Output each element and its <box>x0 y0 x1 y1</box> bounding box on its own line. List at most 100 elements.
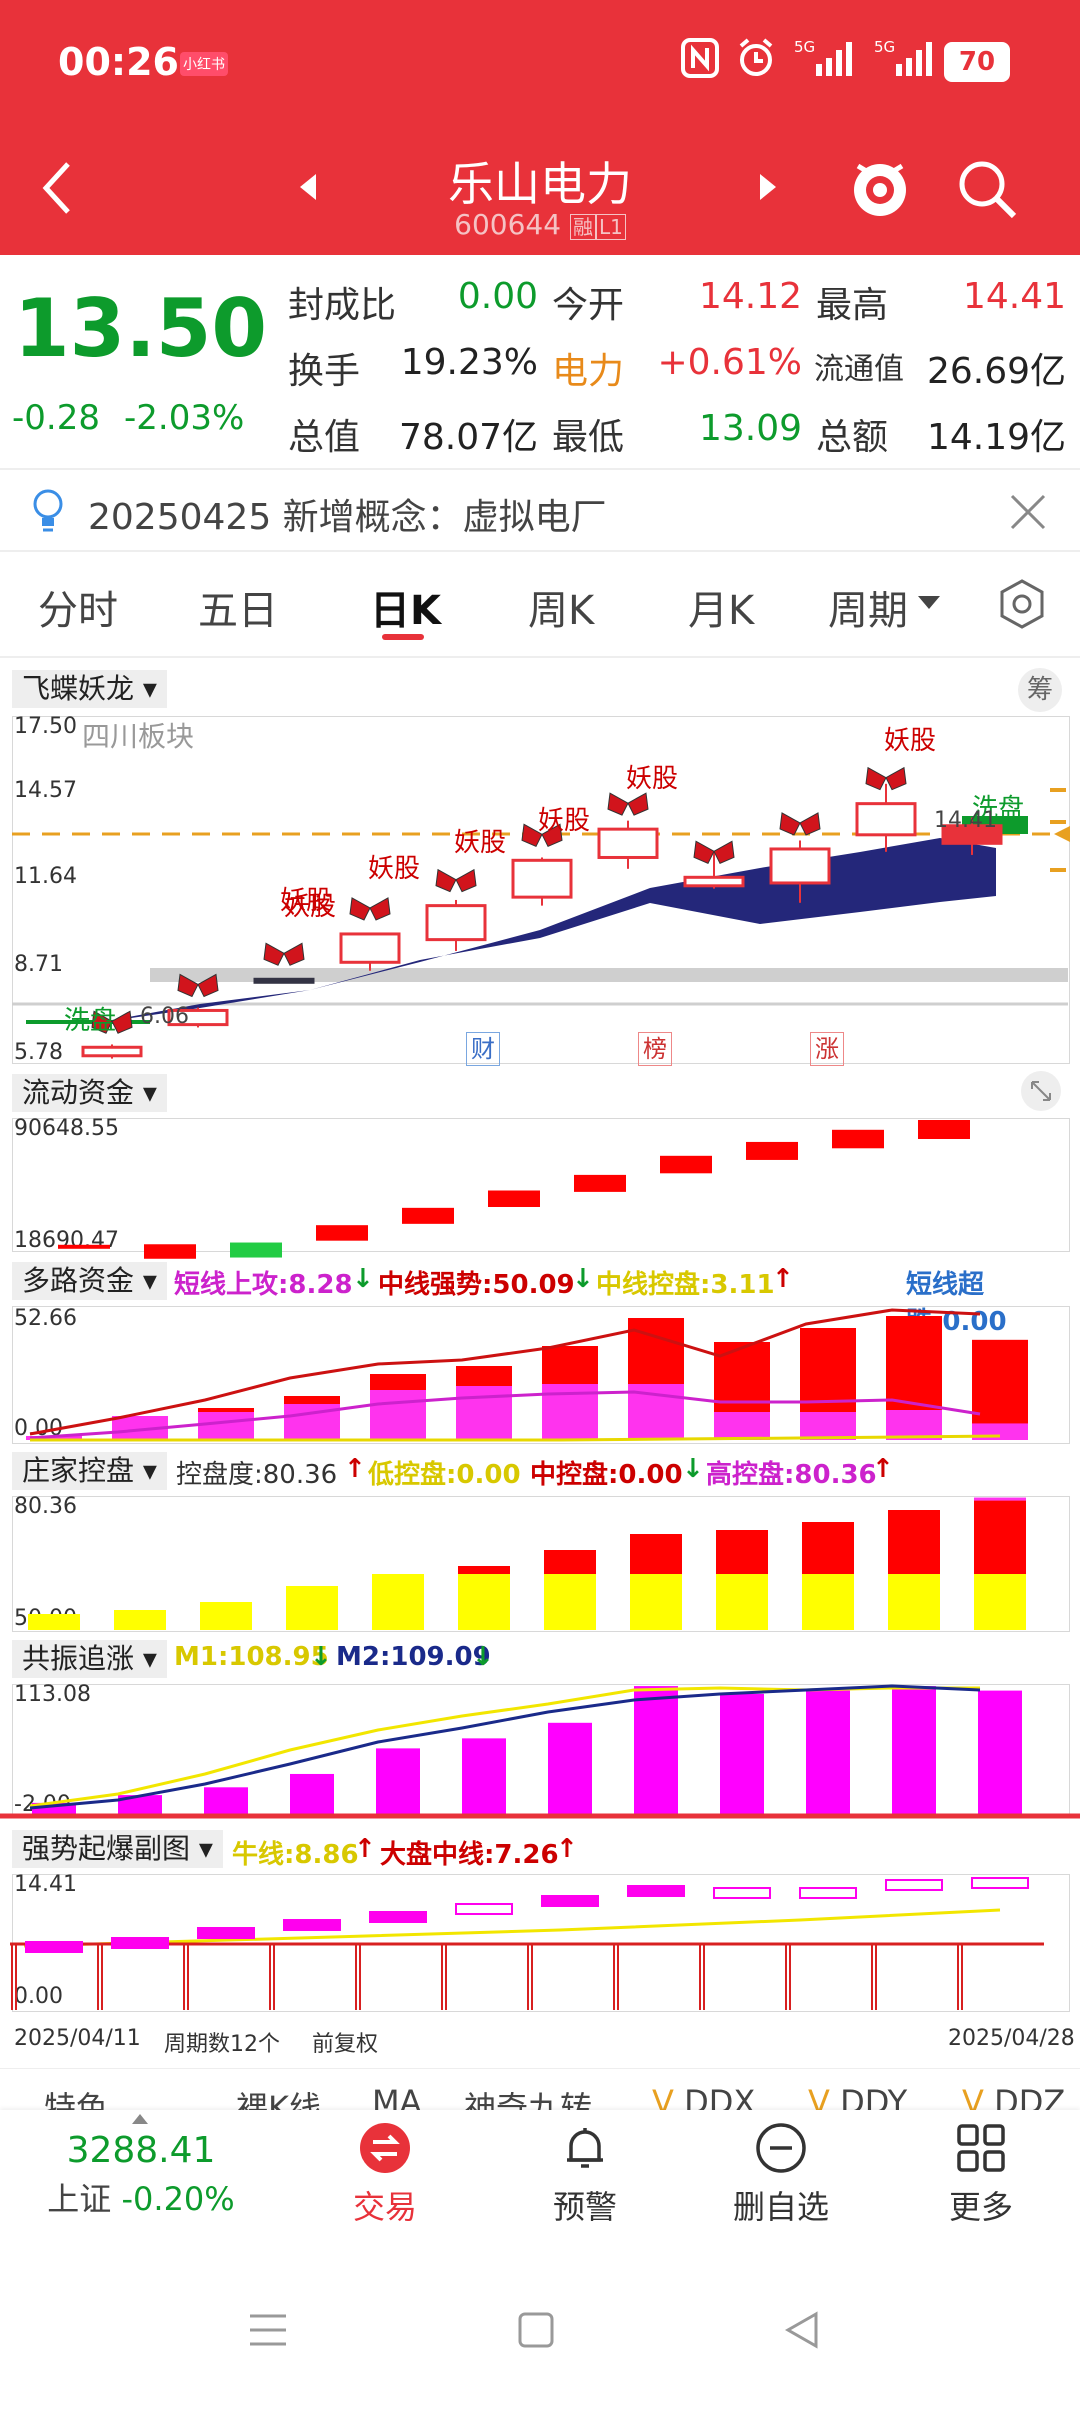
feature-luok[interactable]: 裸K线 <box>236 2083 321 2111</box>
qiangshi-bar <box>26 1942 82 1952</box>
qiangshi-bar <box>542 1896 598 1906</box>
liudong-bar <box>832 1130 884 1149</box>
feature-ddz[interactable]: V DDZ <box>962 2083 1065 2111</box>
feature-ddy-label: DDY <box>840 2083 907 2111</box>
tab-zhouk[interactable]: 周K <box>528 578 594 636</box>
feature-ddx[interactable]: V DDX <box>652 2083 755 2111</box>
gongzhen-bar <box>892 1686 936 1814</box>
quote-label: 换手 <box>288 342 360 394</box>
zhuangjia-bar-red <box>974 1501 1026 1574</box>
zhuangjia-bar-red <box>716 1530 768 1574</box>
quote-value: 14.12 <box>640 276 802 317</box>
back-nav-icon[interactable] <box>784 2310 820 2350</box>
menu-icon[interactable] <box>248 2310 288 2350</box>
quote-label: 总额 <box>816 408 888 460</box>
feature-ddz-label: DDZ <box>994 2083 1065 2111</box>
nfc-icon <box>680 36 720 80</box>
candle-body <box>427 906 485 940</box>
gongzhen-bar <box>204 1787 248 1814</box>
feature-ma[interactable]: MA <box>372 2083 422 2111</box>
duolu-tag[interactable]: 多路资金 ▾ <box>12 1262 167 1300</box>
qiangshi-bar <box>198 1928 254 1938</box>
zhuangjia-bar-top <box>974 1498 1026 1501</box>
candle-body <box>599 829 657 857</box>
minus-circle-icon <box>755 2122 807 2174</box>
butterfly-icon <box>608 793 648 815</box>
collapse-icon[interactable] <box>132 2114 148 2124</box>
adjust-mode[interactable]: 前复权 <box>312 2026 378 2058</box>
event-marker[interactable]: 涨 <box>810 1032 844 1066</box>
qiangshi-tag[interactable]: 强势起爆副图 ▾ <box>12 1830 223 1868</box>
divider <box>0 468 1080 470</box>
indicator-arrow: ↓ <box>310 1642 332 1672</box>
expand-icon[interactable] <box>1020 1070 1062 1112</box>
price-change-pct: -2.03% <box>124 398 244 438</box>
zhuangjia-chart <box>0 1490 1080 1640</box>
quote-value: 14.41 <box>900 276 1066 317</box>
battery-level: 70 <box>959 47 995 77</box>
nav-trade[interactable]: 交易 <box>310 2122 460 2228</box>
price-pointer <box>1054 826 1070 842</box>
qiangshi-bar <box>800 1888 856 1898</box>
feature-jiuzhuan[interactable]: 神奇九转 <box>464 2083 592 2111</box>
nav-trade-label: 交易 <box>310 2182 460 2228</box>
sector-label[interactable]: 电力 <box>552 342 624 394</box>
index-line[interactable]: 上证 -0.20% <box>0 2174 282 2220</box>
indicator-arrow: ↑ <box>354 1834 376 1864</box>
divider <box>0 550 1080 552</box>
bottom-nav: 3288.41 上证 -0.20% 交易 预警 删自选 更多 <box>0 2110 1080 2260</box>
next-stock-icon[interactable] <box>756 172 780 202</box>
liudong-bar <box>402 1208 454 1224</box>
feature-ddy[interactable]: V DDY <box>808 2083 907 2111</box>
gongzhen-bar <box>634 1686 678 1814</box>
settings-hex-icon[interactable] <box>996 578 1048 630</box>
duolu-chart <box>0 1300 1080 1450</box>
indicator-zhong: 中控盘:0.00 <box>530 1454 683 1491</box>
indicator-arrow: ↑ <box>344 1454 366 1484</box>
candle-body <box>341 934 399 962</box>
feature-bar: 特色 裸K线 MA 神奇九转 V DDX V DDY V DDZ <box>0 2068 1080 2111</box>
quote-label: 封成比 <box>288 276 396 328</box>
zhuangjia-bar-red <box>544 1550 596 1574</box>
zhuangjia-bar-red <box>888 1510 940 1574</box>
event-marker[interactable]: 榜 <box>638 1032 672 1066</box>
lightbulb-icon <box>30 488 66 534</box>
feature-tese[interactable]: 特色 <box>44 2083 108 2111</box>
nav-alert[interactable]: 预警 <box>510 2122 660 2228</box>
tab-wuri[interactable]: 五日 <box>198 578 278 636</box>
zhuangjia-tag[interactable]: 庄家控盘 ▾ <box>12 1452 167 1490</box>
butterfly-icon <box>350 898 390 920</box>
nav-remove-watch[interactable]: 删自选 <box>706 2122 856 2228</box>
svg-text:5G: 5G <box>874 38 895 56</box>
indicator-duanxian: 短线上攻:8.28 <box>174 1264 353 1301</box>
close-icon[interactable] <box>1008 492 1048 532</box>
v-mark-icon: V <box>962 2083 994 2111</box>
zhuangjia-bar-yellow <box>372 1574 424 1630</box>
tab-zhouqi[interactable]: 周期 <box>828 578 908 636</box>
qiangshi-bars <box>10 1878 1044 2010</box>
quote-label: 流通值 <box>814 344 904 388</box>
qiangshi-chart <box>0 1870 1080 2020</box>
tab-fenshi[interactable]: 分时 <box>38 578 118 636</box>
mascot-icon[interactable] <box>848 152 912 222</box>
zhuangjia-bar-yellow <box>888 1574 940 1630</box>
nav-more[interactable]: 更多 <box>906 2122 1056 2228</box>
zhuangjia-bar-yellow <box>458 1574 510 1630</box>
liudong-tag[interactable]: 流动资金 ▾ <box>12 1074 167 1112</box>
qiangshi-bar <box>112 1938 168 1948</box>
indicator-arrow: ↑ <box>556 1834 578 1864</box>
index-value[interactable]: 3288.41 <box>0 2130 282 2171</box>
candle-body <box>771 849 829 883</box>
zhuangjia-bar-yellow <box>802 1574 854 1630</box>
yaogu-label: 妖股 <box>368 848 420 885</box>
tab-rik[interactable]: 日K <box>370 578 441 636</box>
home-icon[interactable] <box>518 2310 554 2350</box>
gongzhen-tag[interactable]: 共振追涨 ▾ <box>12 1640 167 1678</box>
event-marker[interactable]: 财 <box>466 1032 500 1066</box>
tab-yuek[interactable]: 月K <box>688 578 754 636</box>
trade-icon <box>359 2122 411 2174</box>
search-icon[interactable] <box>956 158 1018 220</box>
liudong-bar <box>144 1244 196 1259</box>
quote-value: 78.07亿 <box>394 408 538 460</box>
duolu-bar-magenta <box>800 1412 856 1440</box>
